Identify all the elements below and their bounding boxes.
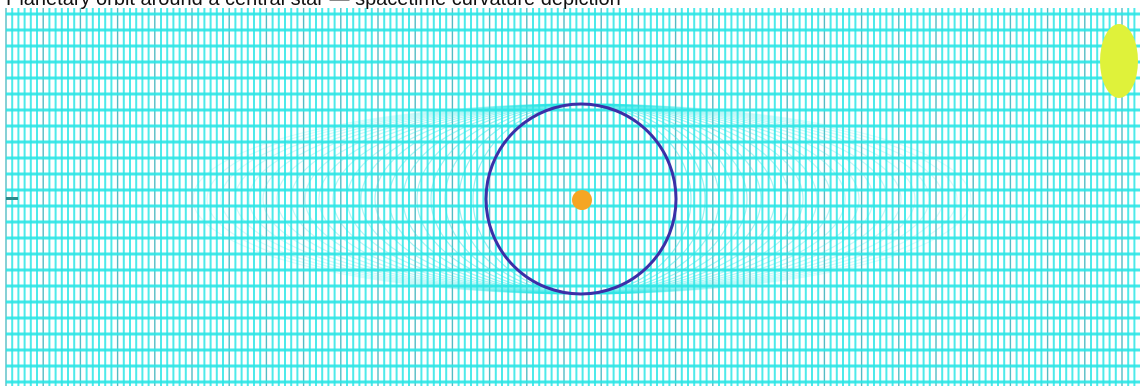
planet-oval-icon [1100,24,1138,98]
diagram-caption: Planetary orbit around a central star — … [6,0,1136,9]
grid-vertical-lines [5,8,1136,386]
orbit-circle [484,102,678,296]
sun-dot-icon [572,190,592,210]
grid-horizontal-lines [6,12,1140,384]
left-edge-marker [6,197,18,200]
